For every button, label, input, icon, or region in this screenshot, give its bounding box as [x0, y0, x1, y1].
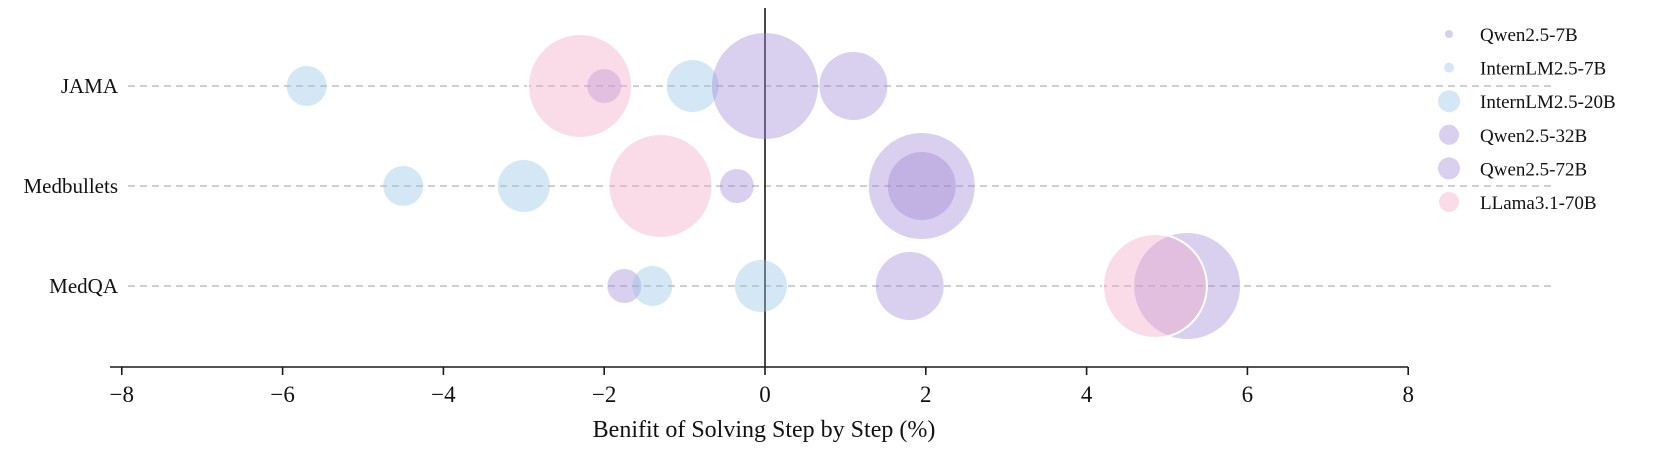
- bubble-InternLM2.5-7B-Medbullets: [383, 166, 424, 206]
- legend-marker-Qwen2.5-72B: [1438, 157, 1460, 180]
- bubble-InternLM2.5-20B-MedQA: [734, 260, 787, 312]
- x-tick-label-2: 2: [920, 382, 932, 407]
- y-category-label-jama: JAMA: [61, 74, 119, 98]
- legend-marker-Qwen2.5-32B: [1439, 124, 1459, 145]
- x-tick-label-8: 8: [1402, 382, 1414, 407]
- y-category-label-medbullets: Medbullets: [24, 174, 119, 198]
- bubble-Qwen2.5-72B-JAMA: [712, 33, 818, 139]
- legend-label-Qwen2.5-7B: Qwen2.5-7B: [1480, 25, 1578, 46]
- bubble-Qwen2.5-32B-MedQA: [875, 252, 944, 320]
- x-tick-label-4: 4: [1081, 382, 1093, 407]
- x-tick-label-0: 0: [759, 382, 771, 407]
- y-category-label-medqa: MedQA: [49, 274, 119, 298]
- bubble-Qwen2.5-7B-JAMA: [587, 69, 622, 103]
- bubble-LLama3.1-70B-JAMA: [527, 33, 634, 139]
- legend-marker-InternLM2.5-20B: [1438, 90, 1460, 113]
- x-tick-label--2: −2: [592, 382, 616, 407]
- legend-label-Qwen2.5-32B: Qwen2.5-32B: [1480, 126, 1587, 147]
- bubble-LLama3.1-70B-Medbullets: [607, 133, 714, 239]
- bubble-Qwen2.5-7B-MedQA: [607, 269, 642, 303]
- bubble-LLama3.1-70B-MedQA: [1101, 233, 1208, 339]
- bubble-InternLM2.5-20B-Medbullets: [497, 160, 550, 212]
- legend-label-Qwen2.5-72B: Qwen2.5-72B: [1480, 159, 1587, 180]
- x-tick-label--6: −6: [270, 382, 294, 407]
- legend-label-InternLM2.5-20B: InternLM2.5-20B: [1480, 92, 1616, 113]
- x-axis-title: Benifit of Solving Step by Step (%): [593, 417, 936, 443]
- bubble-InternLM2.5-7B-JAMA: [286, 66, 327, 106]
- x-tick-label--4: −4: [431, 382, 456, 407]
- bubble-Qwen2.5-32B-JAMA: [819, 52, 888, 120]
- x-tick-label--8: −8: [110, 382, 134, 407]
- legend-label-InternLM2.5-7B: InternLM2.5-7B: [1480, 59, 1606, 80]
- bubble-InternLM2.5-20B-JAMA: [666, 60, 719, 112]
- bubble-InternLM2.5-7B-MedQA: [632, 266, 673, 306]
- bubble-Qwen2.5-72B-MedQA: [1134, 233, 1241, 339]
- x-tick-label-6: 6: [1242, 382, 1254, 407]
- legend-marker-LLama3.1-70B: [1439, 192, 1459, 212]
- bubble-Qwen2.5-72B-Medbullets: [868, 133, 975, 239]
- legend-label-LLama3.1-70B: LLama3.1-70B: [1480, 193, 1597, 214]
- bubble-Qwen2.5-32B-Medbullets: [887, 152, 956, 220]
- legend-marker-Qwen2.5-7B: [1445, 30, 1453, 38]
- bubble-Qwen2.5-7B-Medbullets: [719, 169, 754, 203]
- legend-marker-InternLM2.5-7B: [1444, 62, 1454, 73]
